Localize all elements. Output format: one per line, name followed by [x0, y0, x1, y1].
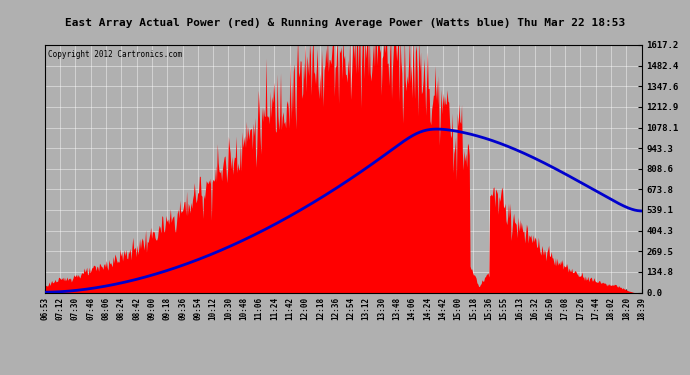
Text: East Array Actual Power (red) & Running Average Power (Watts blue) Thu Mar 22 18: East Array Actual Power (red) & Running …	[65, 18, 625, 27]
Text: Copyright 2012 Cartronics.com: Copyright 2012 Cartronics.com	[48, 50, 182, 59]
